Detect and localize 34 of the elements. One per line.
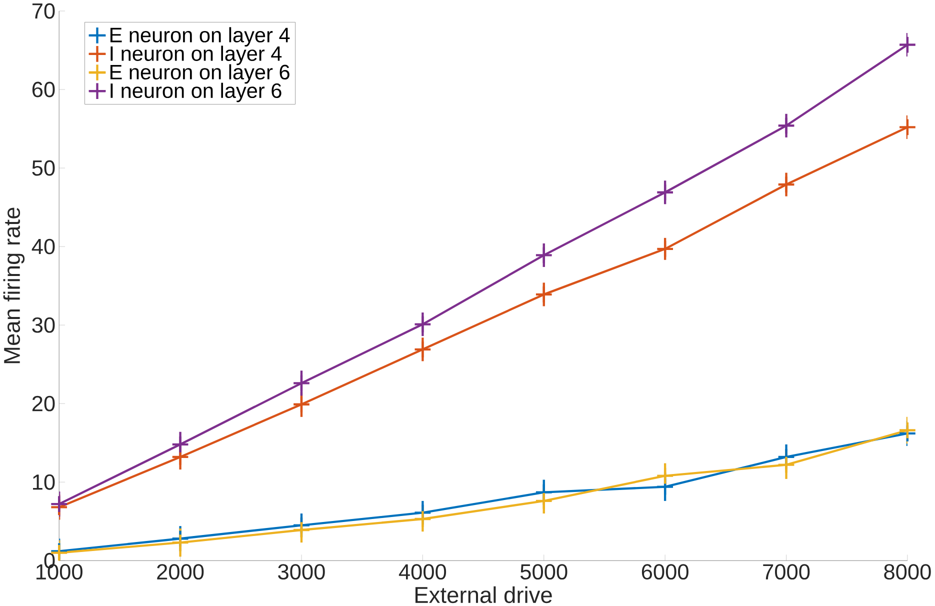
point bbox=[777, 175, 796, 194]
point bbox=[534, 285, 553, 304]
point bbox=[171, 435, 190, 454]
y-tick-label: 60 bbox=[32, 82, 55, 98]
y-tick-label: 70 bbox=[32, 3, 55, 19]
legend-label: E neuron on layer 6 bbox=[110, 64, 290, 84]
point bbox=[656, 240, 674, 258]
y-axis-title: Mean firing rate bbox=[3, 208, 25, 363]
x-tick-label: 3000 bbox=[278, 564, 325, 580]
point bbox=[292, 374, 310, 392]
legend-label: I neuron on layer 4 bbox=[110, 46, 282, 65]
point bbox=[414, 340, 432, 358]
y-tick-label: 30 bbox=[32, 317, 55, 333]
point bbox=[414, 315, 432, 334]
point bbox=[898, 118, 916, 136]
legend-label: E neuron on layer 4 bbox=[110, 26, 290, 46]
x-axis-title: External drive bbox=[415, 586, 552, 603]
y-tick-label: 40 bbox=[32, 238, 55, 254]
point bbox=[292, 395, 310, 414]
x-tick-label: 8000 bbox=[884, 564, 931, 580]
x-tick-label: 6000 bbox=[642, 564, 688, 580]
point bbox=[656, 183, 674, 202]
x-tick-label: 4000 bbox=[398, 564, 446, 580]
point bbox=[534, 246, 553, 264]
y-tick-label: 10 bbox=[33, 474, 55, 490]
y-tick-label: 50 bbox=[32, 160, 55, 176]
point bbox=[777, 116, 796, 134]
x-tick-label: 5000 bbox=[520, 564, 568, 580]
legend-label: I neuron on layer 6 bbox=[110, 82, 282, 102]
x-tick-label: 7000 bbox=[763, 564, 810, 580]
point bbox=[414, 510, 432, 528]
x-tick-label: 2000 bbox=[157, 564, 204, 580]
point bbox=[898, 36, 916, 54]
y-tick-label: 20 bbox=[32, 396, 55, 412]
